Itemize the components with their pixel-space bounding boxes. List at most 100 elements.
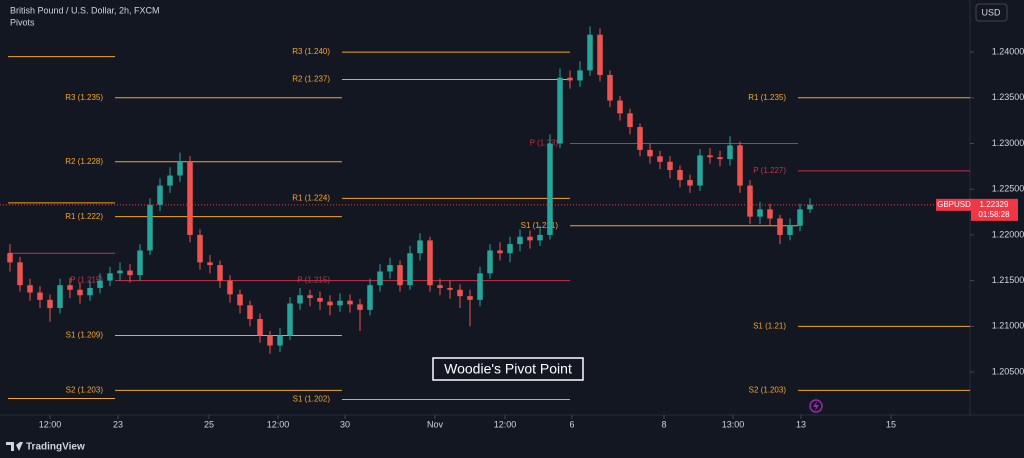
x-tick-label: 23	[113, 419, 123, 429]
y-tick-label: 1.23500	[992, 92, 1024, 102]
y-tick-label: 1.22500	[992, 184, 1024, 194]
candle-body	[387, 265, 393, 272]
candle-body	[427, 240, 433, 286]
candle-body	[167, 175, 173, 186]
candle-body	[667, 161, 673, 171]
y-tick-label: 1.22000	[992, 229, 1024, 239]
candle-body	[617, 100, 623, 114]
candle-body	[647, 149, 653, 157]
pivot-label: S2 (1.203)	[66, 385, 104, 394]
pivot-label: R1 (1.235)	[748, 93, 786, 102]
candle-body	[287, 303, 293, 336]
brand-logo	[6, 442, 23, 451]
candle-body	[17, 262, 23, 286]
currency-button[interactable]	[975, 3, 1008, 22]
candle-body	[117, 270, 123, 274]
pivot-label: R2 (1.237)	[292, 75, 330, 84]
candle-body	[187, 161, 193, 235]
candle-body	[597, 34, 603, 75]
y-tick-label: 1.24000	[992, 46, 1024, 56]
pivot-label: R2 (1.228)	[65, 157, 103, 166]
candle-body	[267, 335, 273, 346]
candle-body	[627, 113, 633, 128]
pivot-label: R3 (1.235)	[65, 93, 103, 102]
candle-body	[767, 209, 773, 219]
candle-body	[277, 335, 283, 346]
y-tick-label: 1.21000	[992, 321, 1024, 331]
symbol-tag	[936, 198, 972, 211]
candle-body	[547, 143, 553, 235]
pivot-label: P (1.227)	[753, 166, 786, 175]
candle-body	[87, 287, 93, 296]
candle-body	[677, 170, 683, 181]
candle-body	[637, 127, 643, 150]
candle-body	[57, 285, 63, 309]
x-tick-label: 12:00	[494, 419, 517, 429]
candle-body	[757, 209, 763, 217]
x-tick-label: 30	[340, 419, 350, 429]
candle-body	[137, 250, 143, 276]
candle-body	[487, 250, 493, 274]
candle-body	[787, 225, 793, 235]
candle-body	[497, 250, 503, 254]
candle-body	[527, 236, 533, 241]
candle-body	[177, 161, 183, 176]
pivot-label: P (1.23)	[530, 139, 559, 148]
brand-name: TradingView	[26, 442, 85, 453]
candle-body	[577, 70, 583, 81]
candle-body	[327, 301, 333, 306]
candle-body	[657, 156, 663, 162]
x-tick-label: 15	[886, 419, 896, 429]
price-tag	[971, 198, 1018, 221]
currency-label[interactable]: USD	[981, 7, 1001, 17]
x-tick-label: 13:00	[722, 419, 745, 429]
candle-body	[797, 209, 803, 226]
x-tick-label: 6	[569, 419, 574, 429]
candle-body	[437, 285, 443, 288]
candle-body	[377, 271, 383, 286]
candle-body	[717, 157, 723, 160]
candle-body	[417, 240, 423, 254]
candle-body	[367, 285, 373, 310]
last-price: 1.22329	[980, 200, 1009, 209]
candle-body	[707, 155, 713, 158]
plot-area: R3 (1.235) R2 (1.228) R1 (1.222) P (1.215) S…	[0, 26, 970, 404]
candle-body	[357, 304, 363, 310]
y-tick-label: 1.20500	[992, 366, 1024, 376]
candle-body	[37, 292, 43, 300]
pivot-label: R3 (1.240)	[292, 47, 330, 56]
pivot-label: S1 (1.221)	[521, 221, 559, 230]
x-tick-label: 12:00	[39, 419, 62, 429]
pivot-label: P (1.215)	[297, 276, 330, 285]
event-icon[interactable]	[809, 399, 823, 413]
candle-body	[477, 273, 483, 300]
candle-body	[587, 34, 593, 71]
candle-body	[67, 285, 73, 290]
candle-body	[447, 287, 453, 290]
candle-body	[737, 145, 743, 186]
candle-body	[567, 77, 573, 81]
candle-body	[207, 262, 213, 266]
candle-body	[257, 319, 263, 336]
candle-body	[337, 300, 343, 306]
pivot-label: S1 (1.209)	[66, 331, 104, 340]
candle-body	[807, 204, 813, 210]
indicator-name: Pivots	[10, 17, 35, 27]
candle-body	[227, 280, 233, 295]
candle-body	[47, 299, 53, 309]
candle-body	[127, 270, 133, 276]
candle-body	[347, 300, 353, 305]
x-tick-label: 8	[661, 419, 666, 429]
candle-body	[297, 295, 303, 304]
countdown: 01:58:28	[978, 210, 1010, 219]
candle-body	[317, 297, 323, 302]
annotation-box	[432, 357, 584, 381]
y-tick-label: 1.21500	[992, 275, 1024, 285]
pivot-label: S1 (1.21)	[753, 321, 786, 330]
candle-body	[77, 289, 83, 296]
candle-body	[197, 234, 203, 263]
candle-body	[147, 204, 153, 251]
candle-body	[307, 295, 313, 298]
pivot-label: P (1.215)	[70, 276, 103, 285]
